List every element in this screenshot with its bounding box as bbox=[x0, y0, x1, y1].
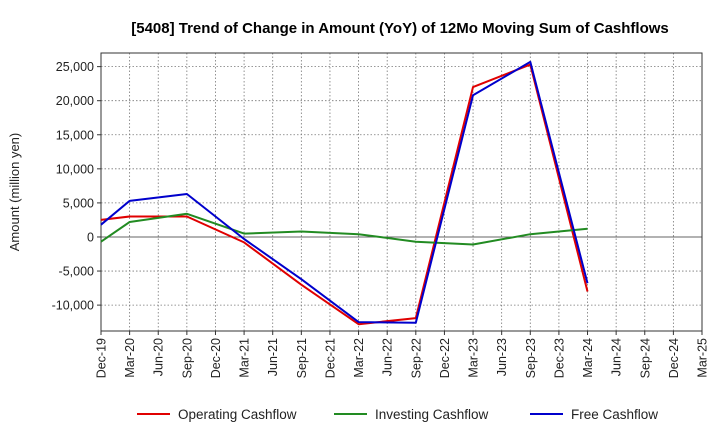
y-tick-label: 25,000 bbox=[56, 60, 94, 74]
x-tick-label: Jun-24 bbox=[610, 338, 624, 376]
x-tick-label: Dec-19 bbox=[95, 338, 109, 378]
chart-title: [5408] Trend of Change in Amount (YoY) o… bbox=[131, 20, 669, 37]
x-tick-label: Jun-23 bbox=[495, 338, 509, 376]
y-tick-label: 15,000 bbox=[56, 128, 94, 142]
legend-label: Free Cashflow bbox=[571, 407, 658, 422]
x-tick-label: Dec-21 bbox=[323, 338, 337, 378]
y-axis: -10,000 -5,000 0 5,000 10,000 15,000 20,000 25,… bbox=[52, 60, 101, 313]
series-line bbox=[100, 212, 588, 246]
y-tick-label: 5,000 bbox=[63, 196, 94, 210]
series-lines bbox=[100, 60, 589, 326]
x-tick-label: Dec-23 bbox=[552, 338, 566, 378]
y-tick-label: 10,000 bbox=[56, 162, 94, 176]
y-axis-label: Amount (million yen) bbox=[7, 133, 22, 252]
x-tick-label: Jun-21 bbox=[266, 338, 280, 376]
x-tick-label: Sep-24 bbox=[638, 338, 652, 378]
series-line bbox=[100, 63, 589, 326]
x-tick-label: Sep-20 bbox=[180, 338, 194, 378]
y-tick-label: 0 bbox=[87, 230, 94, 244]
grid-lines bbox=[100, 53, 703, 331]
x-tick-label: Dec-20 bbox=[209, 338, 223, 378]
x-tick-label: Mar-20 bbox=[123, 338, 137, 378]
plot-frame bbox=[100, 52, 703, 332]
x-tick-label: Mar-25 bbox=[696, 338, 710, 378]
legend-label: Investing Cashflow bbox=[375, 407, 489, 422]
x-tick-label: Sep-23 bbox=[524, 338, 538, 378]
x-tick-label: Sep-22 bbox=[409, 338, 423, 378]
x-tick-label: Dec-22 bbox=[438, 338, 452, 378]
x-tick-label: Sep-21 bbox=[295, 338, 309, 378]
y-tick-label: 20,000 bbox=[56, 94, 94, 108]
legend: Operating Cashflow Investing Cashflow Free… bbox=[137, 407, 658, 422]
x-tick-label: Mar-21 bbox=[238, 338, 252, 378]
x-tick-label: Mar-23 bbox=[467, 338, 481, 378]
x-tick-label: Jun-22 bbox=[381, 338, 395, 376]
x-tick-label: Jun-20 bbox=[152, 338, 166, 376]
x-axis: Dec-19 Mar-20 Jun-20 Sep-20 Dec-20 Mar-21 Jun-… bbox=[95, 331, 710, 378]
legend-label: Operating Cashflow bbox=[178, 407, 297, 422]
x-tick-label: Dec-24 bbox=[667, 338, 681, 378]
series-line bbox=[100, 60, 589, 324]
y-tick-label: -10,000 bbox=[52, 299, 94, 313]
x-tick-label: Mar-24 bbox=[581, 338, 595, 378]
x-tick-label: Mar-22 bbox=[352, 338, 366, 378]
y-tick-label: -5,000 bbox=[59, 265, 94, 279]
